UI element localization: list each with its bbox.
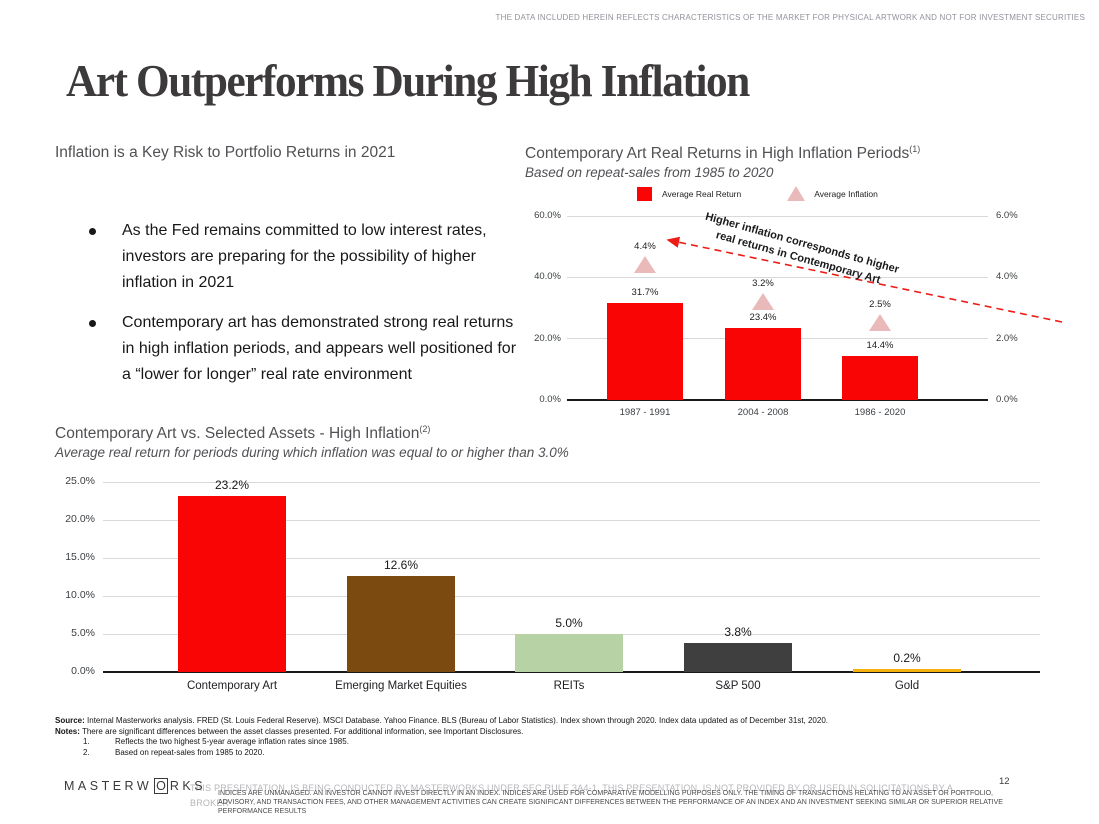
chart-title-footnote-ref: (2) [419,424,431,434]
source-label: Source: [55,716,85,725]
logo-text: MASTERW [64,779,153,793]
inflation-periods-chart: Contemporary Art Real Returns in High In… [525,144,1099,424]
notes-label: Notes: [55,726,80,736]
list-item: Contemporary art has demonstrated strong… [89,310,520,388]
right-axis-tick: 6.0% [996,210,1018,221]
footer-disclaimer-dark: INDICES ARE UNMANAGED. AN INVESTOR CANNO… [218,790,1003,816]
x-axis-category: REITs [553,680,585,692]
legend-label: Average Real Return [662,188,742,199]
bar [515,634,623,672]
bar-value-label: 0.2% [893,650,921,665]
source-line: Source: Internal Masterworks analysis. F… [55,716,1060,727]
triangle-value-label: 3.2% [752,277,774,289]
page-number: 12 [999,776,1010,787]
bar-value-label: 12.6% [383,558,419,573]
left-axis-tick: 40.0% [534,271,561,283]
right-axis-tick: 4.0% [996,271,1018,283]
bullet-icon [89,320,96,327]
footnotes: Source: Internal Masterworks analysis. F… [55,716,1060,758]
footnote-number: 1. [83,737,90,746]
gridline [103,481,1040,483]
footnote-item: 1. Reflects the two highest 5-year avera… [55,737,1060,748]
chart-title-text: Contemporary Art Real Returns in High In… [525,145,910,163]
y-axis-tick: 15.0% [65,551,95,563]
bullet-text: Contemporary art has demonstrated strong… [122,314,517,383]
x-axis-category: Gold [894,680,920,692]
bullet-icon [89,228,96,235]
triangle-marker [869,314,891,332]
masterworks-logo: MASTERW O RKS [64,778,206,794]
left-axis-tick: 20.0% [534,332,561,344]
bullet-list: As the Fed remains committed to low inte… [89,218,520,402]
chart-legend: Average Real Return Average Inflation [637,186,878,201]
gridline [103,557,1040,559]
chart-plot-area: 60.0% 6.0% 40.0% 4.0% 20.0% 2.0% 0.0% 0.0% 31.7%… [525,144,1099,424]
logo-text: RKS [169,779,207,793]
triangle-marker [634,256,656,274]
notes-line: Notes: There are significant differences… [55,727,1060,738]
notes-text: There are significant differences betwee… [79,726,524,736]
legend-bar-swatch [637,186,652,201]
legend-label: Average Inflation [814,188,878,199]
x-axis-category: 2004 - 2008 [737,407,789,418]
chart-subtitle: Based on repeat-sales from 1985 to 2020 [525,165,774,181]
top-disclaimer: THE DATA INCLUDED HEREIN REFLECTS CHARAC… [495,13,1085,22]
chart-title: Contemporary Art Real Returns in High In… [525,144,1099,163]
bar [684,643,792,672]
y-axis-tick: 20.0% [65,513,95,525]
gridline [103,595,1040,597]
chart-title-text: Contemporary Art vs. Selected Assets - H… [55,425,420,443]
gridline [103,519,1040,521]
gridline [567,215,988,217]
left-axis-tick: 0.0% [539,394,561,405]
bar-value-label: 31.7% [631,286,659,298]
bar [178,495,286,672]
chart-subtitle: Average real return for periods during w… [55,445,569,461]
triangle-value-label: 4.4% [634,241,656,253]
right-axis-tick: 0.0% [996,394,1018,405]
bar-value-label: 5.0% [555,616,583,630]
x-axis-category: S&P 500 [715,680,761,692]
x-axis-category: Emerging Market Equities [335,680,467,692]
bar [347,576,455,672]
bullet-text: As the Fed remains committed to low inte… [122,222,487,291]
y-axis-tick: 5.0% [71,627,95,639]
chart-title-footnote-ref: (1) [909,144,921,154]
footnote-number: 2. [83,747,90,757]
footer-disclaimer-light-line: THIS PRESENTATION, IS BEING CONDUCTED BY… [190,783,954,793]
list-item: As the Fed remains committed to low inte… [89,218,520,296]
x-axis-category: 1986 - 2020 [854,407,906,418]
source-text: Internal Masterworks analysis. FRED (St.… [84,716,828,725]
bar-value-label: 14.4% [866,339,894,351]
left-axis-tick: 60.0% [534,210,561,221]
footnote-text: Based on repeat-sales from 1985 to 2020. [115,747,265,757]
bar-value-label: 23.4% [749,312,777,324]
right-axis-tick: 2.0% [996,332,1018,344]
bar-value-label: 3.8% [724,625,752,640]
logo-boxed-o: O [154,778,168,794]
left-column-heading: Inflation is a Key Risk to Portfolio Ret… [55,144,396,161]
y-axis-tick: 10.0% [65,589,95,601]
footnote-text: Reflects the two highest 5-year average … [115,737,349,746]
page-title: Art Outperforms During High Inflation [66,55,750,106]
bar [725,328,801,400]
y-axis-tick: 0.0% [71,665,95,677]
bar [607,302,683,400]
triangle-value-label: 2.5% [869,299,891,311]
x-axis-category: Contemporary Art [186,680,278,692]
bar [842,355,918,400]
triangle-marker [752,292,774,310]
footnote-item: 2. Based on repeat-sales from 1985 to 20… [55,748,1060,759]
legend-triangle-swatch [787,186,806,201]
chart-title: Contemporary Art vs. Selected Assets - H… [55,424,1065,443]
y-axis-tick: 25.0% [65,475,95,487]
bar-value-label: 23.2% [214,477,250,492]
bar [853,668,961,672]
x-axis-category: 1987 - 1991 [619,407,671,418]
chart-plot-area: 25.0% 20.0% 15.0% 10.0% 5.0% 0.0% 23.2% Contemp… [55,424,1065,710]
asset-comparison-chart: Contemporary Art vs. Selected Assets - H… [55,424,1065,710]
footer-disclaimer-light-line: BROKER [190,797,230,808]
footer-disclaimer-light: THIS PRESENTATION, IS BEING CONDUCTED BY… [190,781,1025,810]
